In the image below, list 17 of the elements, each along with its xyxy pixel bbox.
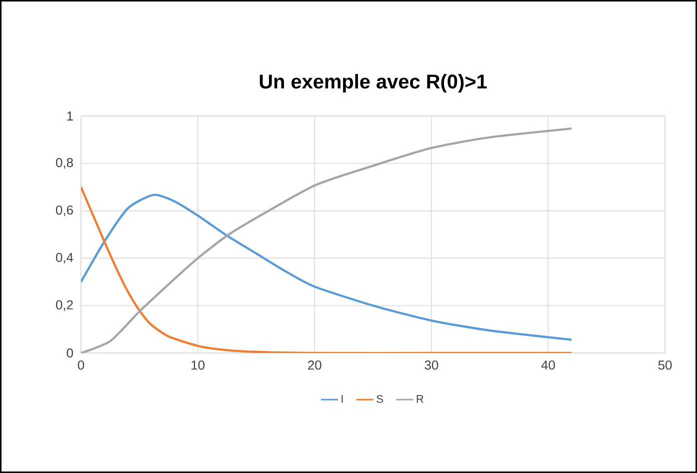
y-tick-label: 0,8 <box>56 158 73 169</box>
x-tick-label: 50 <box>658 360 672 370</box>
chart-title: Un exemple avec R(0)>1 <box>260 74 487 93</box>
y-tick-label: 0,2 <box>56 300 73 311</box>
x-tick-label: 40 <box>541 360 555 370</box>
x-tick-label: 30 <box>424 360 438 370</box>
y-tick-label: 0,4 <box>56 252 74 264</box>
legend-label: R <box>416 395 424 403</box>
x-tick-label: 20 <box>308 360 322 370</box>
line-series <box>81 127 573 353</box>
x-tick-label: 0 <box>78 360 84 370</box>
y-tick-label: 0 <box>66 348 73 358</box>
y-tick-label: 0,6 <box>56 205 73 216</box>
x-tick-label: 10 <box>192 360 205 370</box>
legend-label: I <box>342 395 343 403</box>
legend-label: S <box>376 395 383 403</box>
y-tick-label: 1 <box>67 112 73 120</box>
